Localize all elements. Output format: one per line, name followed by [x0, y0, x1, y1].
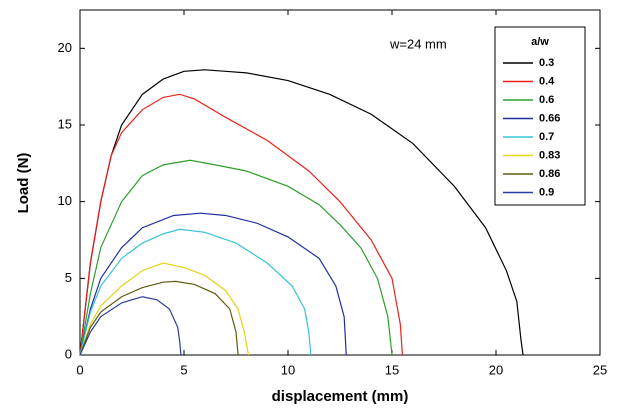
legend-label: 0.4 [539, 75, 555, 87]
y-tick-label: 15 [58, 116, 72, 131]
x-axis-title: displacement (mm) [272, 388, 409, 405]
legend-label: 0.6 [539, 94, 554, 106]
line-series [79, 159, 393, 356]
x-tick-label: 20 [489, 362, 503, 377]
legend-title: a/w [531, 36, 549, 48]
x-tick-label: 10 [281, 362, 295, 377]
legend-label: 0.86 [539, 168, 560, 180]
line-series [79, 228, 312, 356]
legend-label: 0.3 [539, 57, 554, 69]
x-tick-label: 25 [593, 362, 607, 377]
y-tick-label: 5 [65, 270, 72, 285]
line-series [79, 93, 403, 356]
legend-label: 0.9 [539, 186, 554, 198]
x-tick-label: 5 [180, 362, 187, 377]
y-tick-label: 20 [58, 40, 72, 55]
legend-label: 0.7 [539, 131, 554, 143]
legend-label: 0.66 [539, 112, 560, 124]
legend-label: 0.83 [539, 149, 560, 161]
x-tick-label: 15 [385, 362, 399, 377]
line-series [79, 280, 239, 356]
line-series [79, 69, 524, 356]
annotation: w=24 mm [389, 36, 447, 51]
line-series [79, 262, 250, 356]
legend-box [494, 26, 586, 206]
line-series [79, 296, 182, 356]
line-series [79, 212, 347, 356]
plot-frame [79, 9, 601, 356]
y-tick-label: 0 [65, 346, 72, 361]
y-tick-label: 10 [58, 193, 72, 208]
x-tick-label: 0 [76, 362, 83, 377]
y-axis-title: Load (N) [15, 153, 32, 214]
